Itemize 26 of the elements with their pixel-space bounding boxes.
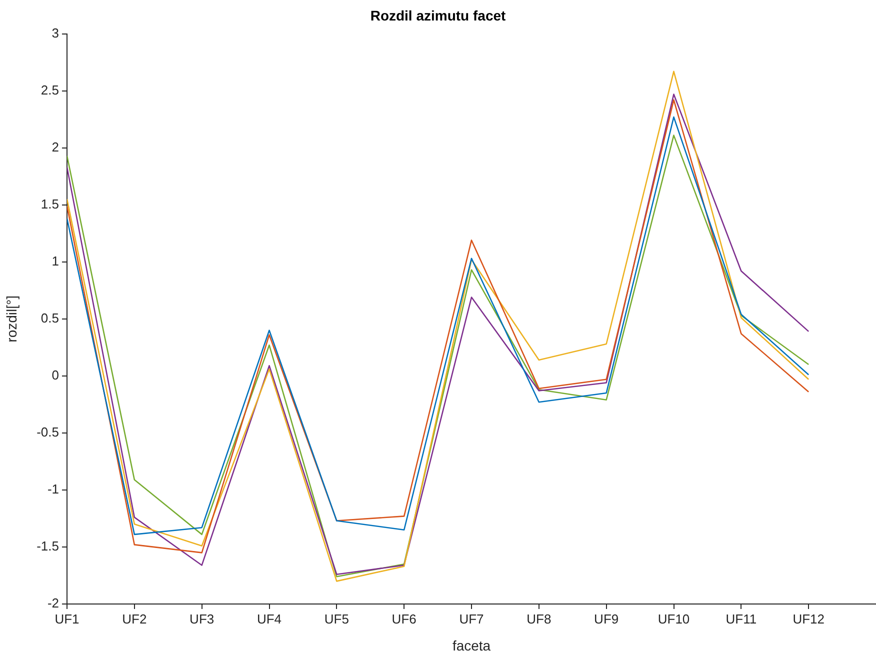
x-tick-label: UF12 (792, 611, 824, 626)
y-tick-label: 2 (52, 139, 59, 154)
x-tick-label: UF4 (256, 611, 282, 626)
y-axis-title: rozdil[°] (3, 295, 20, 342)
y-tick-label: 3 (52, 25, 59, 40)
x-tick-label: UF1 (54, 611, 80, 626)
y-tick-label: 0.5 (40, 310, 59, 326)
y-tick-label: 1.5 (40, 196, 59, 212)
x-tick-label: UF8 (526, 611, 552, 626)
x-tick-label: UF7 (459, 611, 484, 626)
y-tick-label: 1 (52, 253, 59, 268)
x-tick-label: UF6 (392, 611, 416, 626)
y-tick-label: 0 (52, 368, 59, 382)
x-tick-label: UF11 (726, 611, 757, 626)
y-tick-label: 2.5 (40, 82, 59, 98)
y-tick-label: -1 (47, 482, 59, 497)
x-tick-label: UF5 (324, 611, 349, 626)
x-tick-label: UF3 (190, 611, 214, 626)
y-tick-label: -0.5 (36, 424, 59, 440)
x-axis-title: faceta (452, 637, 491, 654)
x-tick-label: UF9 (594, 611, 619, 626)
x-tick-label: UF2 (122, 611, 147, 626)
y-tick-label: -1.5 (36, 538, 59, 554)
x-tick-label: UF10 (658, 611, 690, 626)
chart-title: Rozdil azimutu facet (370, 7, 506, 24)
y-tick-label: -2 (47, 596, 59, 611)
